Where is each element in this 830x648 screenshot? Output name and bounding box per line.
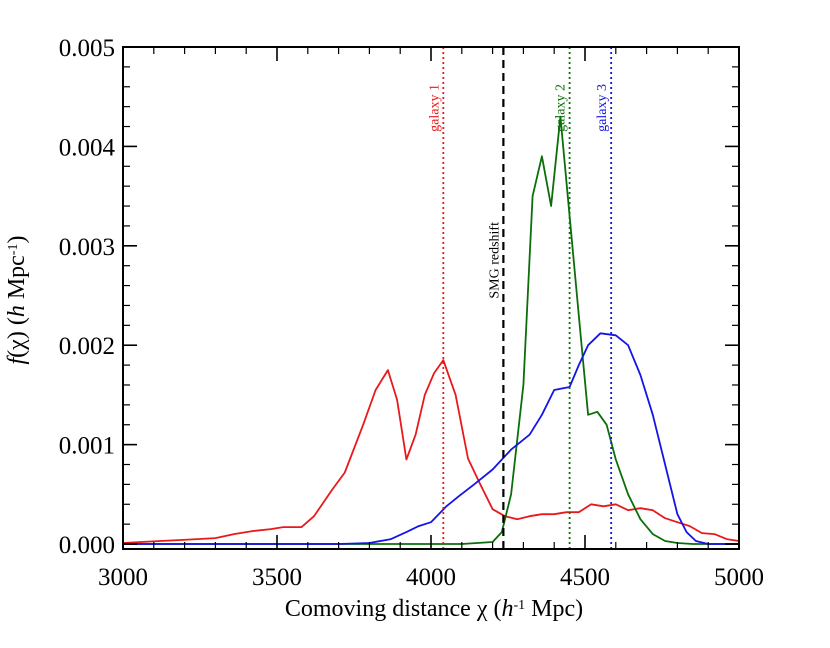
y-axis: 0.000 0.001 0.002 0.003 0.004 0.005	[59, 35, 739, 559]
vline-label-3: galaxy 2	[554, 84, 569, 132]
vline-label-1: galaxy 1	[427, 84, 442, 132]
x-tick-label-1: 3500	[252, 564, 302, 591]
x-axis: 3000 3500 4000 4500 5000	[98, 47, 764, 591]
vline-label-2: SMG redshift	[487, 222, 502, 299]
y-tick-label-4: 0.004	[59, 134, 116, 161]
x-tick-label-3: 4500	[560, 564, 610, 591]
y-tick-label-2: 0.002	[59, 333, 115, 360]
series-line-1	[123, 359, 739, 544]
series-layer	[123, 115, 739, 545]
y-tick-label-3: 0.003	[59, 234, 115, 261]
y-tick-label-1: 0.001	[59, 433, 115, 460]
vline-layer: galaxy 1 SMG redshift galaxy 2 galaxy 3	[427, 47, 613, 549]
x-tick-label-2: 4000	[406, 564, 456, 591]
y-axis-title: f(χ) (h Mpc-1)	[4, 236, 30, 365]
x-tick-label-0: 3000	[98, 564, 148, 591]
y-tick-label-0: 0.000	[59, 532, 115, 559]
vline-label-4: galaxy 3	[595, 84, 610, 132]
x-tick-label-4: 5000	[714, 564, 764, 591]
series-line-2	[123, 115, 739, 545]
y-tick-label-5: 0.005	[59, 35, 115, 62]
series-line-3	[123, 332, 739, 545]
x-axis-title: Comoving distance χ (h-1 Mpc)	[285, 596, 583, 622]
